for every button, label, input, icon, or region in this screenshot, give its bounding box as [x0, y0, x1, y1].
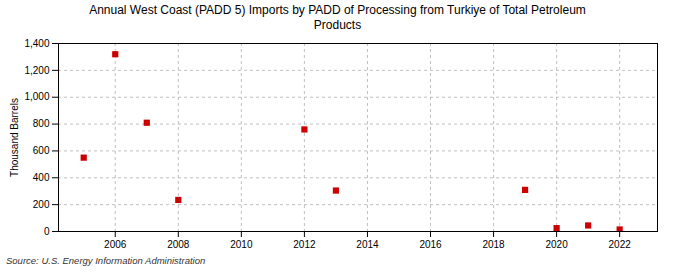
svg-text:1,000: 1,000: [24, 91, 49, 102]
svg-text:200: 200: [33, 199, 50, 210]
svg-text:1,200: 1,200: [24, 65, 49, 76]
svg-text:Thousand Barrels: Thousand Barrels: [9, 98, 20, 177]
svg-text:2006: 2006: [104, 239, 127, 250]
svg-text:1,400: 1,400: [24, 38, 49, 49]
html-text:Source: U.S. Energy Informatio: Source: U.S. Energy Information Administ…: [6, 255, 206, 266]
html-text:Annual West Coast (PADD 5) Imp: Annual West Coast (PADD 5) Imports by PA…: [89, 3, 586, 17]
svg-text:800: 800: [33, 118, 50, 129]
svg-text:2020: 2020: [545, 239, 568, 250]
svg-text:2012: 2012: [293, 239, 316, 250]
svg-text:400: 400: [33, 172, 50, 183]
svg-text:2018: 2018: [482, 239, 505, 250]
svg-text:2010: 2010: [230, 239, 253, 250]
svg-text:2016: 2016: [419, 239, 442, 250]
svg-text:2008: 2008: [167, 239, 190, 250]
html-text:Products: Products: [313, 18, 362, 32]
svg-text:0: 0: [44, 226, 50, 237]
svg-text:600: 600: [33, 145, 50, 156]
svg-text:2022: 2022: [609, 239, 632, 250]
svg-text:2014: 2014: [356, 239, 379, 250]
